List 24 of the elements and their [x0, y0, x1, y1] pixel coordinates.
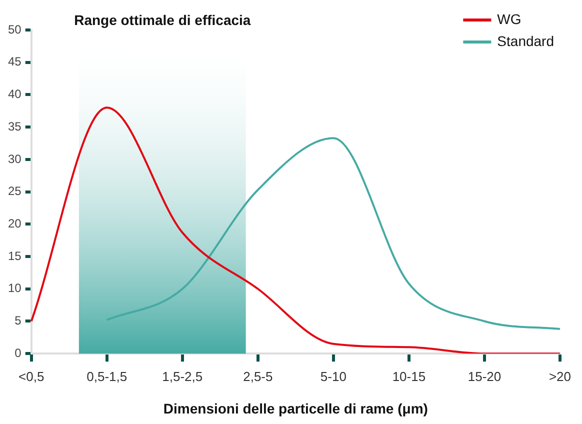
band-label: Range ottimale di efficacia — [74, 12, 251, 28]
y-tick-label: 50 — [8, 22, 22, 36]
y-tick-label: 35 — [8, 119, 22, 134]
x-axis-title: Dimensioni delle particelle di rame (μm) — [163, 400, 428, 416]
x-tick-label: 15-20 — [468, 368, 502, 384]
x-tick-label: 1,5-2,5 — [162, 368, 203, 384]
x-tick-label: >20 — [548, 368, 572, 384]
y-tick-label: 5 — [14, 314, 22, 328]
x-tick-label: 2,5-5 — [243, 368, 273, 384]
y-tick-label: 30 — [8, 152, 22, 166]
x-tick-label: 5-10 — [320, 368, 346, 384]
x-tick-label: 10-15 — [392, 368, 426, 384]
y-tick-label: 20 — [8, 216, 22, 230]
legend-label: WG — [497, 10, 522, 27]
x-tick-label: <0,5 — [18, 368, 44, 384]
y-tick-label: 25 — [8, 184, 22, 198]
y-tick-label: 10 — [8, 281, 22, 296]
y-tick-label: 0 — [14, 346, 22, 360]
legend-label: Standard — [497, 32, 554, 49]
y-tick-label: 40 — [8, 87, 22, 102]
line-series — [106, 137, 561, 330]
y-tick-label: 45 — [8, 54, 22, 69]
x-tick-label: 0,5-1,5 — [86, 368, 128, 384]
y-tick-label: 15 — [8, 248, 22, 263]
